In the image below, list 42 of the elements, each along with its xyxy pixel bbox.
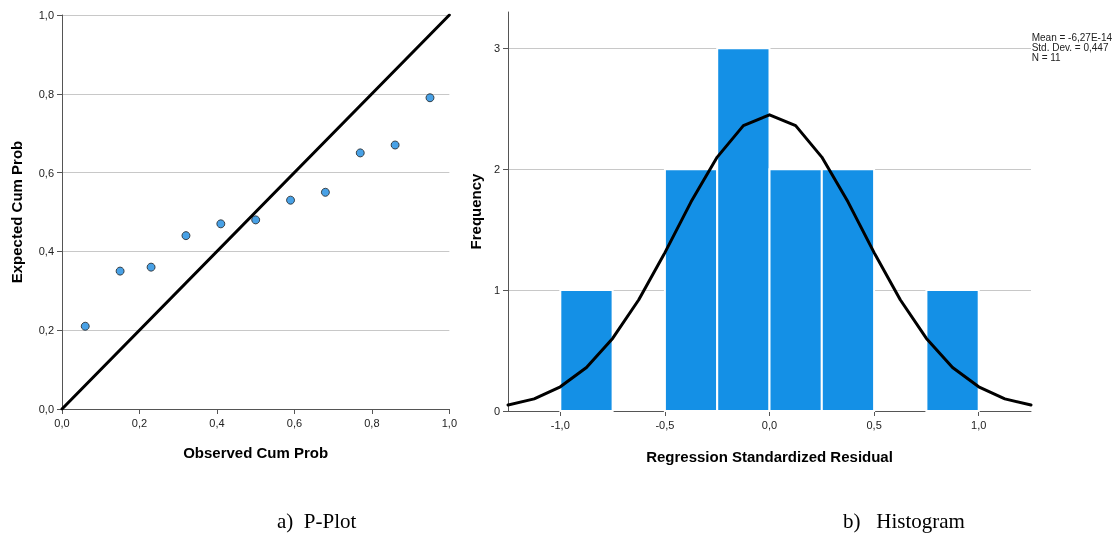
x-tick-label: 0,2 <box>131 416 148 429</box>
y-tick-label: 3 <box>493 42 501 55</box>
point <box>80 321 90 331</box>
x-tick-label: -0,5 <box>655 418 675 431</box>
point <box>286 195 296 205</box>
x-tick-label: 0,5 <box>866 418 882 431</box>
x-tick-label: 1,0 <box>441 416 457 429</box>
point <box>425 93 435 103</box>
y-tick-label: 0,0 <box>38 403 54 415</box>
point <box>251 215 261 225</box>
x-tick-label: 1,0 <box>971 418 987 431</box>
x-tick-label: 0,6 <box>286 416 303 429</box>
x-tick-label: 0,0 <box>54 416 70 429</box>
point <box>320 187 330 197</box>
point <box>115 266 125 276</box>
y-tick-label: 1,0 <box>38 9 54 21</box>
y-axis-title: Expected Cum Prob <box>8 140 25 284</box>
y-tick-label: 0,6 <box>38 166 54 179</box>
y-tick-label: 0,8 <box>38 87 54 100</box>
point <box>181 231 191 241</box>
point <box>146 262 156 272</box>
x-tick-label: 0,0 <box>761 418 778 431</box>
text: b) Histogram <box>843 508 965 533</box>
y-axis-title: Frequency <box>467 172 484 250</box>
y-tick-label: 0,2 <box>38 324 54 337</box>
text: Mean = -6,27E-14 <box>1031 31 1113 43</box>
line-series <box>506 113 1033 407</box>
x-tick-label: 0,4 <box>209 416 225 429</box>
text: Std. Dev. = 0,447 <box>1031 41 1109 53</box>
x-tick-label: -1,0 <box>550 418 570 431</box>
text: a) P-Plot <box>277 508 357 533</box>
y-tick-label: 2 <box>493 163 501 176</box>
y-tick-label: 0 <box>493 405 501 417</box>
x-axis-title: Observed Cum Prob <box>183 444 329 461</box>
x-tick-label: 0,8 <box>364 416 380 429</box>
y-tick-label: 1 <box>493 284 501 297</box>
point <box>216 219 226 229</box>
y-tick-label: 0,4 <box>38 245 54 258</box>
x-axis-title: Regression Standardized Residual <box>646 448 893 465</box>
point <box>390 140 400 150</box>
text: N = 11 <box>1031 51 1062 63</box>
point <box>355 148 365 158</box>
